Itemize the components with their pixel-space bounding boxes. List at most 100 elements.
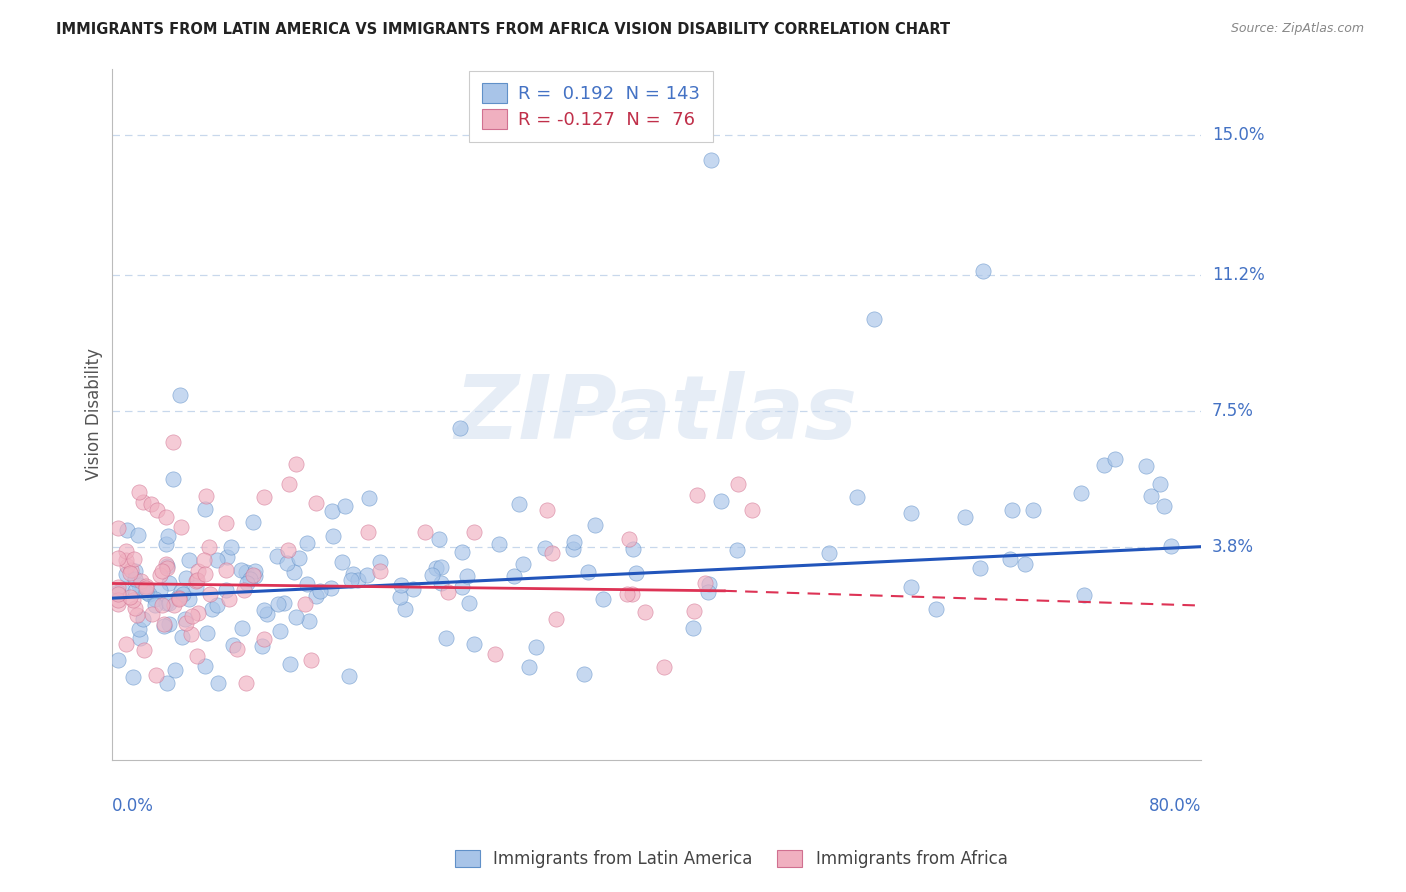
Point [132, 495, 155, 509]
Point [157, 596, 180, 610]
Point [356, 567, 378, 582]
Point [125, 608, 148, 623]
Point [129, 631, 152, 645]
Point [1153, 499, 1175, 513]
Point [207, 675, 229, 690]
Point [163, 598, 186, 612]
Point [727, 477, 749, 491]
Point [155, 537, 177, 551]
Point [297, 536, 319, 550]
Legend: R =  0.192  N = 143, R = -0.127  N =  76: R = 0.192 N = 143, R = -0.127 N = 76 [470, 70, 713, 142]
Point [725, 543, 748, 558]
Point [150, 565, 173, 579]
Point [149, 582, 172, 597]
Point [156, 561, 179, 575]
Point [145, 502, 167, 516]
Point [215, 563, 238, 577]
Point [339, 573, 361, 587]
Point [242, 515, 264, 529]
Point [295, 577, 318, 591]
Point [256, 607, 278, 621]
Point [299, 653, 322, 667]
Point [107, 550, 129, 565]
Point [846, 490, 869, 504]
Point [449, 421, 471, 435]
Text: ZIPatlas: ZIPatlas [454, 371, 858, 458]
Point [156, 529, 179, 543]
Point [285, 610, 308, 624]
Point [457, 596, 479, 610]
Point [124, 583, 146, 598]
Point [1070, 485, 1092, 500]
Point [236, 575, 259, 590]
Point [305, 589, 328, 603]
Point [194, 502, 217, 516]
Text: 11.2%: 11.2% [1212, 266, 1264, 284]
Point [215, 582, 238, 597]
Point [198, 587, 221, 601]
Point [524, 640, 547, 655]
Point [620, 586, 643, 600]
Point [508, 497, 530, 511]
Point [298, 614, 321, 628]
Point [128, 577, 150, 591]
Point [170, 630, 193, 644]
Point [1014, 558, 1036, 572]
Point [592, 592, 614, 607]
Point [135, 579, 157, 593]
Point [153, 617, 176, 632]
Point [107, 593, 129, 607]
Point [682, 621, 704, 635]
Point [652, 660, 675, 674]
Point [699, 153, 721, 168]
Point [541, 546, 564, 560]
Point [342, 567, 364, 582]
Point [616, 586, 638, 600]
Point [430, 576, 453, 591]
Point [253, 632, 276, 647]
Point [953, 510, 976, 524]
Point [278, 657, 301, 671]
Point [562, 535, 585, 549]
Point [389, 578, 412, 592]
Point [583, 517, 606, 532]
Point [174, 611, 197, 625]
Point [184, 574, 207, 589]
Point [150, 598, 173, 612]
Point [561, 542, 583, 557]
Point [1001, 503, 1024, 517]
Point [134, 642, 156, 657]
Text: 7.5%: 7.5% [1212, 401, 1254, 419]
Point [253, 490, 276, 504]
Point [122, 593, 145, 607]
Point [143, 592, 166, 607]
Point [245, 569, 267, 583]
Point [155, 510, 177, 524]
Point [401, 582, 423, 596]
Point [131, 582, 153, 596]
Point [239, 572, 262, 586]
Point [167, 591, 190, 605]
Point [972, 264, 994, 278]
Point [120, 563, 142, 577]
Point [167, 591, 190, 606]
Point [145, 668, 167, 682]
Point [277, 542, 299, 557]
Point [463, 636, 485, 650]
Point [141, 607, 163, 621]
Point [574, 666, 596, 681]
Point [205, 599, 228, 613]
Point [634, 606, 657, 620]
Point [135, 581, 157, 595]
Point [1160, 539, 1182, 553]
Point [368, 564, 391, 578]
Point [172, 587, 194, 601]
Point [177, 553, 200, 567]
Point [437, 585, 460, 599]
Point [135, 584, 157, 599]
Point [162, 472, 184, 486]
Point [710, 494, 733, 508]
Point [693, 576, 716, 591]
Point [388, 590, 411, 604]
Point [115, 544, 138, 558]
